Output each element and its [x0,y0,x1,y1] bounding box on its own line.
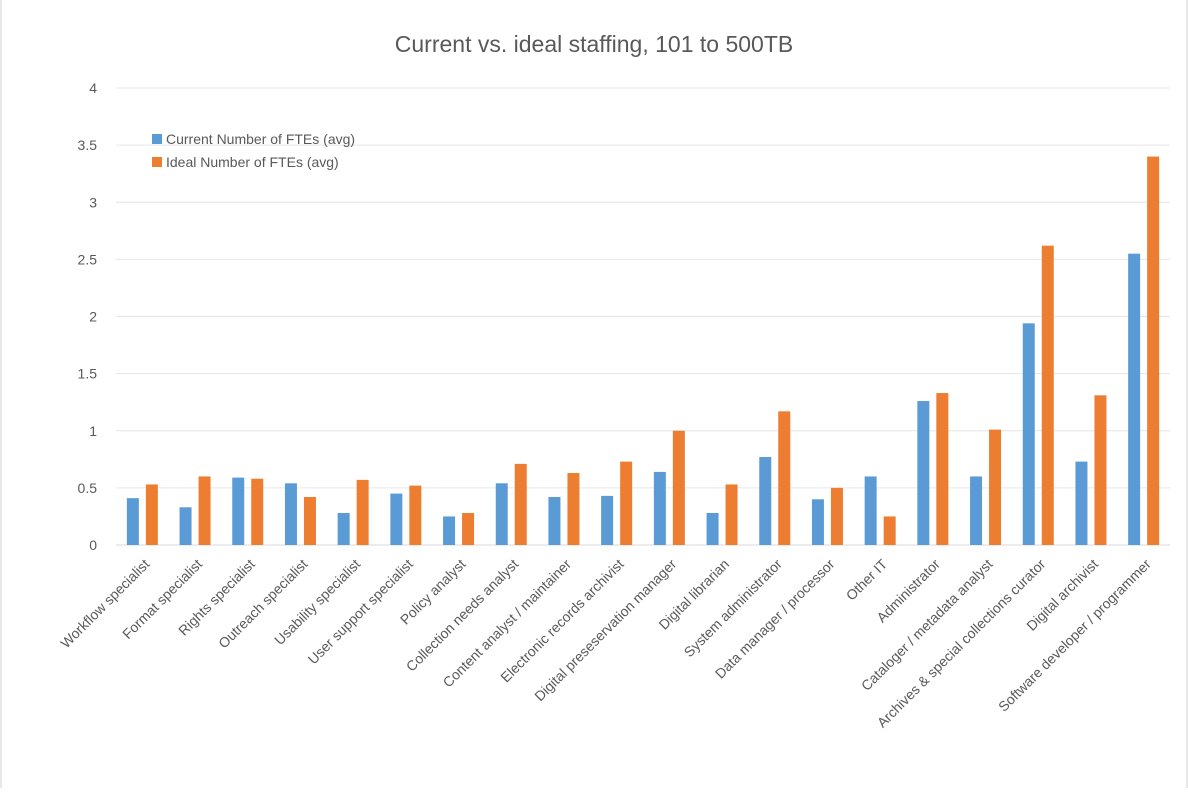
bar-ideal [303,497,316,545]
bar-current [970,476,983,545]
bar-current [284,483,297,545]
bar-ideal [198,476,211,545]
bar-ideal [883,516,896,545]
y-tick-label: 2 [89,309,97,325]
legend-swatch [152,157,162,167]
y-tick-label: 0 [89,537,97,553]
legend-label: Ideal Number of FTEs (avg) [166,154,339,170]
bar-ideal [1094,395,1107,545]
bar-ideal [989,429,1002,545]
bar-ideal [830,487,843,545]
y-tick-label: 1.5 [78,366,98,382]
bar-current [917,401,930,545]
bar-current [126,498,139,545]
bar-ideal [145,484,158,545]
chart-title: Current vs. ideal staffing, 101 to 500TB [395,31,793,57]
bar-ideal [1041,245,1054,546]
bar-current [337,513,350,545]
y-axis-ticks: 0 0.5 1 1.5 2 2.5 3 3.5 4 [78,80,98,553]
bar-ideal [778,411,791,545]
bar-current [706,513,719,545]
bar-ideal [462,513,475,545]
bars [126,156,1160,546]
bar-ideal [620,461,633,545]
legend-label: Current Number of FTEs (avg) [166,131,355,147]
bar-current [443,516,456,545]
bar-current [1128,253,1141,545]
bar-ideal [936,393,949,545]
bar-current [1075,461,1088,545]
bar-ideal [356,479,369,545]
bar-current [653,471,666,545]
bar-current [759,457,772,545]
bar-current [864,476,877,545]
bar-current [601,495,614,545]
bar-current [548,497,561,545]
y-tick-label: 3 [89,194,97,210]
bar-current [495,483,508,545]
bar-ideal [1147,156,1160,546]
y-tick-label: 0.5 [78,480,98,496]
bar-ideal [409,485,422,545]
bar-ideal [514,463,527,545]
y-tick-label: 4 [89,80,97,96]
bar-current [390,493,403,545]
bar-current [1022,323,1035,545]
y-tick-label: 3.5 [78,137,98,153]
bar-ideal [672,430,685,545]
y-tick-label: 1 [89,423,97,439]
bar-ideal [251,478,264,545]
bar-ideal [725,484,738,545]
bar-current [232,477,245,545]
bar-current [811,499,824,545]
legend: Current Number of FTEs (avg) Ideal Number… [152,131,355,170]
bar-current [179,507,192,545]
y-tick-label: 2.5 [78,251,98,267]
bar-ideal [567,473,580,545]
legend-swatch [152,134,162,144]
